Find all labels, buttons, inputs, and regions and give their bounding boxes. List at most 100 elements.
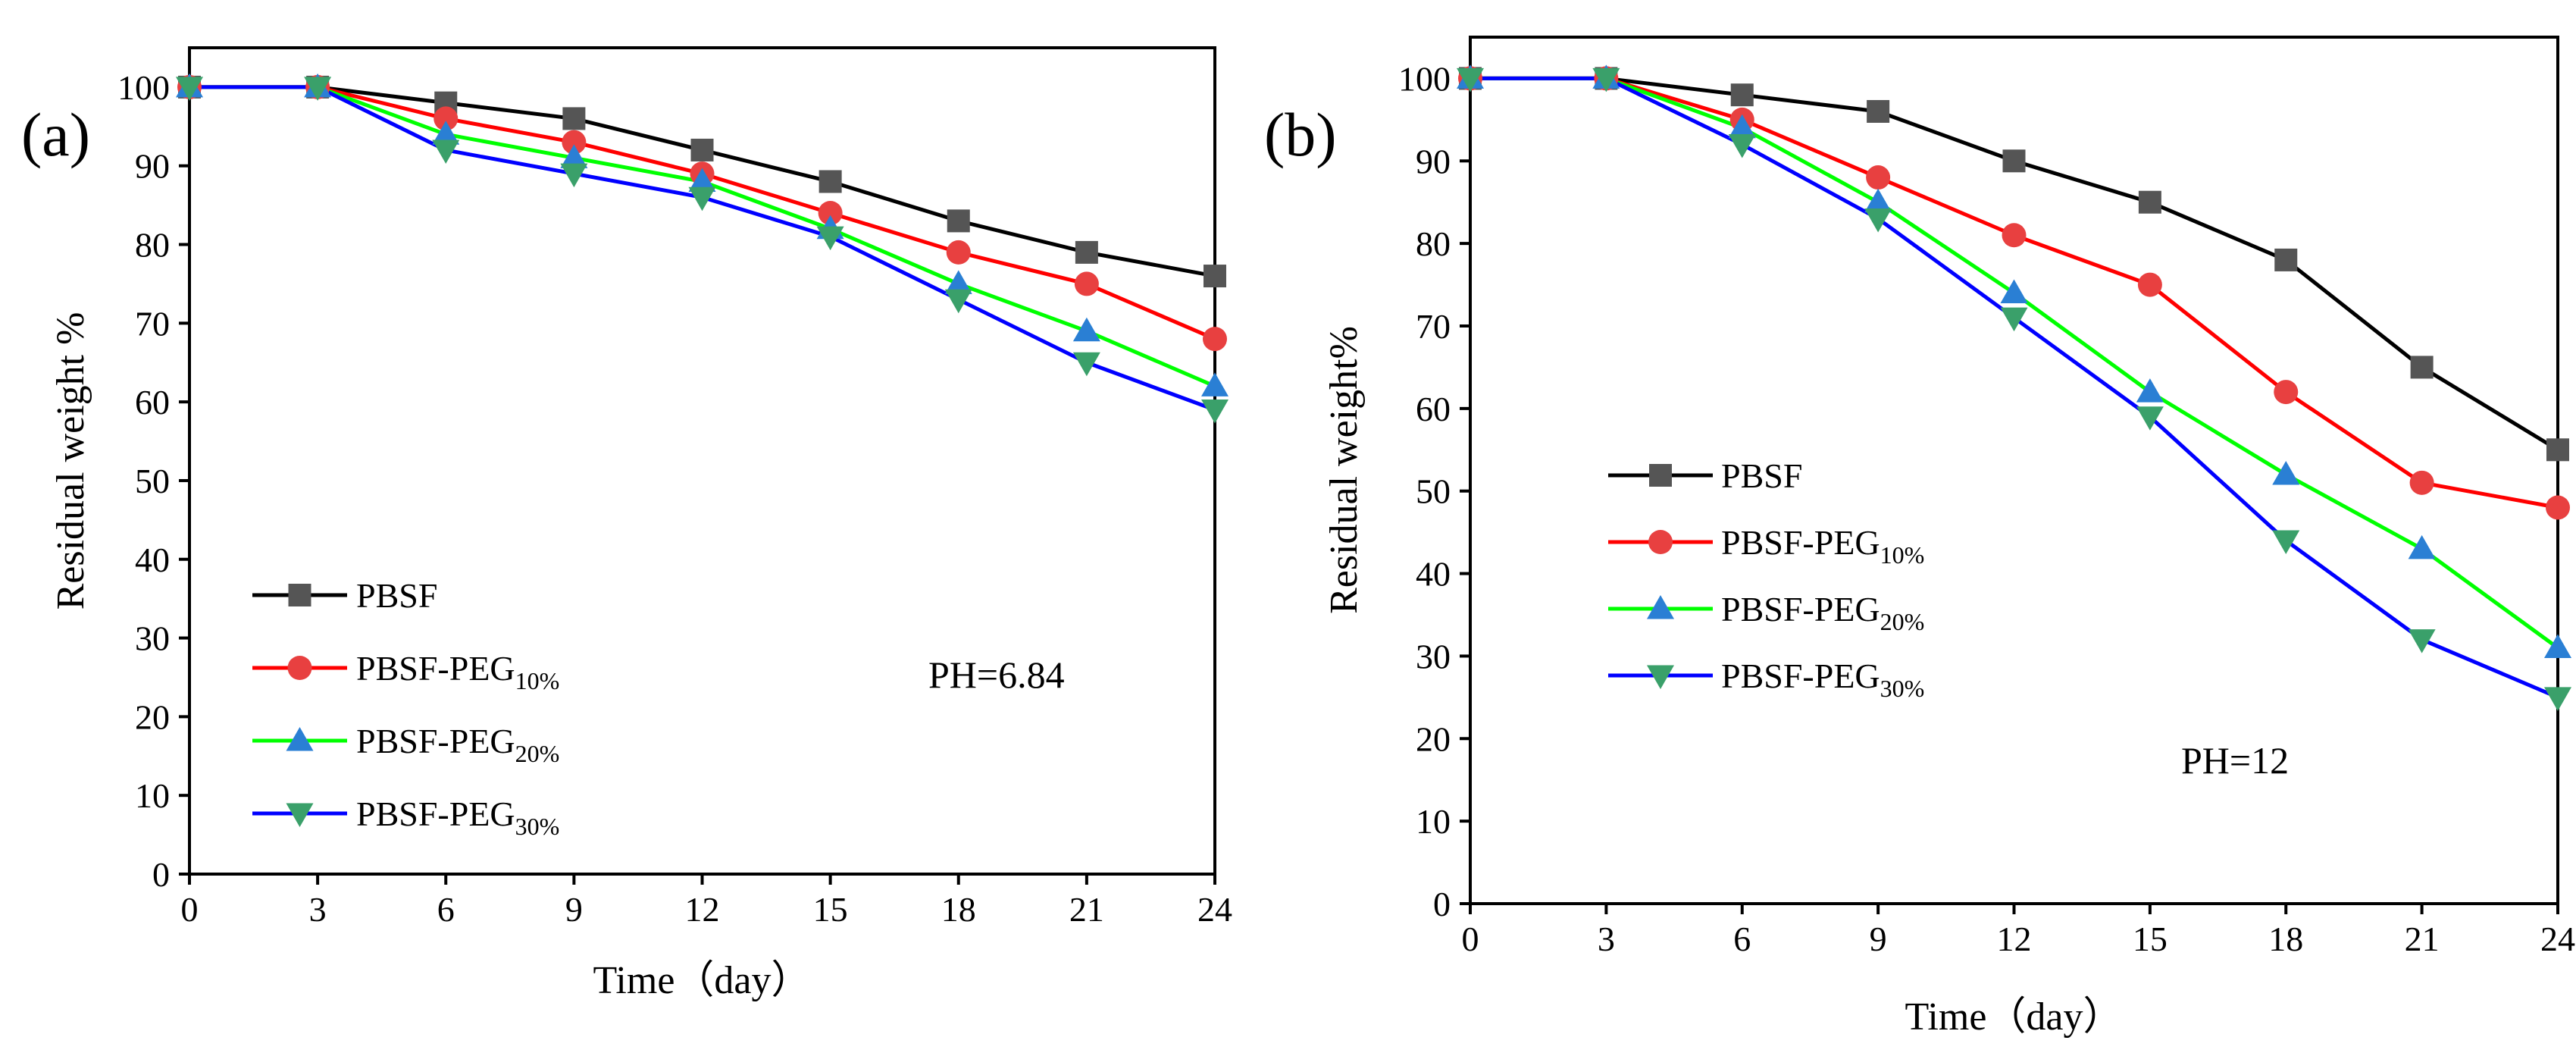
data-point-s3: [1728, 134, 1756, 158]
x-axis-title: Time（day）: [593, 959, 811, 1002]
y-tick-label: 90: [1416, 142, 1451, 180]
data-point-s2: [1072, 317, 1100, 342]
data-point-s3: [2544, 687, 2571, 711]
data-point-s0: [1075, 240, 1098, 264]
panel-b-chart: 0 10 20 30 40 50 60 70 80 90 100 0 3 6 9 12 15 18 21 24 Time…: [1264, 36, 2575, 1039]
data-point-s3: [2272, 530, 2300, 555]
data-point-s1: [2409, 470, 2434, 495]
y-axis-title: Residual weight %: [49, 312, 92, 610]
data-point-s0: [2138, 190, 2161, 214]
legend-label-0: PBSF: [356, 576, 437, 615]
legend-subscript: 20%: [515, 740, 560, 767]
data-point-s2: [2000, 279, 2028, 303]
data-point-s1: [1203, 327, 1227, 352]
data-point-s2: [432, 121, 460, 145]
data-point-s3: [560, 163, 588, 188]
data-point-s1: [1866, 165, 1891, 190]
y-tick-label: 0: [152, 855, 170, 894]
x-tick-label: 24: [2540, 920, 2575, 958]
x-tick-label: 0: [181, 890, 199, 929]
data-point-s0: [818, 170, 842, 193]
data-point-s0: [1203, 265, 1226, 288]
y-tick-label: 100: [117, 68, 170, 107]
y-tick-label: 40: [135, 541, 170, 579]
x-tick-label: 0: [1462, 920, 1479, 958]
legend-name: PBSF-PEG: [1721, 523, 1880, 562]
legend-label-3: PBSF-PEG30%: [1721, 657, 1924, 702]
y-tick-label: 100: [1398, 59, 1451, 98]
data-point-s3: [1457, 67, 1484, 92]
data-point-s3: [816, 226, 844, 251]
data-point-s0: [690, 138, 714, 161]
data-point-s2: [2408, 534, 2436, 559]
legend-name: PBSF-PEG: [1721, 657, 1880, 695]
data-point-s3: [1864, 208, 1892, 233]
data-point-s2: [944, 270, 972, 294]
data-point-s3: [176, 77, 203, 101]
y-tick-label: 0: [1433, 885, 1451, 923]
data-point-s2: [560, 144, 588, 168]
data-point-s3: [944, 289, 972, 314]
x-tick-label: 18: [2268, 920, 2303, 958]
legend-marker-3: [286, 803, 314, 827]
y-tick-label: 50: [135, 462, 170, 500]
ph-annotation: PH=12: [2181, 739, 2289, 782]
data-point-s1: [2546, 495, 2570, 520]
y-tick-label: 70: [135, 304, 170, 343]
data-point-s0: [562, 107, 586, 130]
y-tick-label: 80: [135, 226, 170, 265]
legend-name: PBSF: [356, 576, 437, 615]
data-point-s1: [2274, 380, 2299, 405]
data-point-s2: [2272, 460, 2300, 485]
x-tick-label: 18: [941, 890, 976, 929]
legend-label-2: PBSF-PEG20%: [356, 722, 559, 767]
legend-label-3: PBSF-PEG30%: [356, 794, 559, 840]
x-tick-label: 9: [565, 890, 583, 929]
legend-label-2: PBSF-PEG20%: [1721, 590, 1924, 635]
ph-annotation: PH=6.84: [928, 653, 1065, 696]
data-point-s3: [1072, 352, 1100, 377]
data-point-s1: [2137, 272, 2162, 297]
x-tick-label: 15: [813, 890, 848, 929]
data-point-s2: [2544, 634, 2571, 659]
legend-marker-3: [1647, 665, 1674, 689]
data-point-s2: [1864, 188, 1892, 213]
panel-a-chart: 0 10 20 30 40 50 60 70 80 90 100 0 3 6 9 12 15 18 21 24 Time…: [21, 46, 1232, 1002]
legend-subscript: 20%: [1880, 608, 1925, 635]
data-point-s3: [2408, 629, 2436, 653]
legend-marker-2: [286, 727, 314, 751]
x-tick-label: 12: [685, 890, 720, 929]
x-tick-label: 21: [1069, 890, 1104, 929]
y-tick-label: 20: [1416, 719, 1451, 758]
data-point-s0: [1867, 99, 1890, 123]
data-point-s0: [2410, 356, 2434, 379]
legend-name: PBSF-PEG: [356, 722, 515, 760]
y-tick-label: 30: [135, 619, 170, 658]
panel-label: (a): [21, 100, 90, 169]
data-point-s0: [2002, 149, 2026, 173]
data-point-s2: [2136, 378, 2164, 403]
legend-label-1: PBSF-PEG10%: [356, 649, 559, 694]
legend-name: PBSF-PEG: [1721, 590, 1880, 628]
x-tick-label: 3: [309, 890, 327, 929]
series-line-2: [189, 85, 1216, 388]
y-tick-label: 70: [1416, 307, 1451, 346]
data-point-s0: [947, 209, 970, 233]
legend-marker-0: [288, 584, 311, 606]
x-tick-label: 3: [1598, 920, 1615, 958]
data-point-s0: [2274, 248, 2298, 271]
x-tick-label: 9: [1870, 920, 1887, 958]
legend-marker-2: [1647, 595, 1674, 619]
legend-subscript: 10%: [515, 667, 560, 694]
legend-name: PBSF-PEG: [356, 794, 515, 833]
data-point-s2: [688, 168, 716, 192]
y-tick-label: 40: [1416, 555, 1451, 594]
legend-label-1: PBSF-PEG10%: [1721, 523, 1924, 569]
data-point-s1: [818, 201, 843, 225]
y-tick-label: 30: [1416, 637, 1451, 675]
legend-subscript: 10%: [1880, 541, 1925, 569]
x-tick-label: 24: [1197, 890, 1232, 929]
data-point-s3: [1201, 400, 1229, 424]
legend-name: PBSF-PEG: [356, 649, 515, 688]
